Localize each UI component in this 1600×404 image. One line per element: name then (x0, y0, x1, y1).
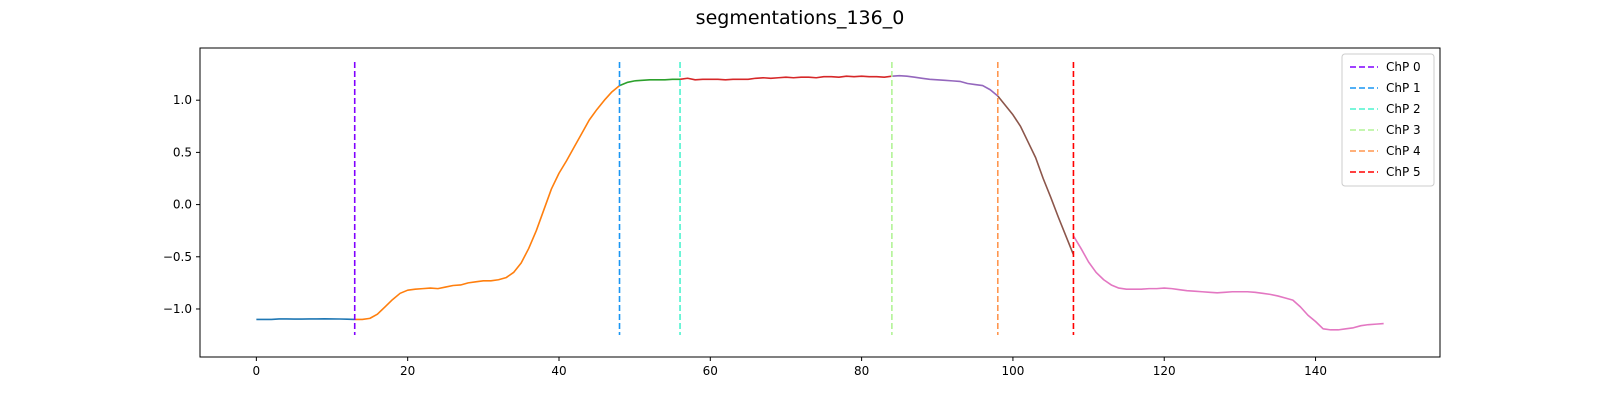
y-tick-label: 1.0 (173, 93, 192, 107)
series-line-segment-4 (891, 74, 999, 97)
x-tick-label: 20 (400, 364, 415, 378)
series-line-segment-2 (619, 78, 681, 87)
legend-label: ChP 5 (1386, 165, 1421, 179)
legend-label: ChP 2 (1386, 102, 1421, 116)
y-tick-label: −1.0 (163, 302, 192, 316)
series-line-segment-0 (256, 317, 355, 321)
x-axis: 0 20 40 60 80 100 120 140 (253, 357, 1327, 378)
series-line-segment-5 (997, 95, 1075, 255)
x-tick-label: 120 (1153, 364, 1176, 378)
x-tick-label: 80 (854, 364, 869, 378)
legend-box (1341, 53, 1435, 187)
y-tick-label: 0.0 (173, 198, 192, 212)
series-line-segment-1 (354, 84, 621, 321)
y-axis: −1.0 −0.5 0.0 0.5 1.0 (163, 93, 200, 316)
chart-title: segmentations_136_0 (696, 7, 905, 29)
plot-frame (199, 47, 1441, 358)
y-tick-label: −0.5 (163, 250, 192, 264)
legend-label: ChP 4 (1386, 144, 1421, 158)
legend-label: ChP 0 (1386, 60, 1421, 74)
legend-label: ChP 1 (1386, 81, 1421, 95)
x-tick-label: 60 (703, 364, 718, 378)
legend: ChP 0 ChP 1 ChP 2 ChP 3 ChP 4 ChP 5 (1341, 53, 1435, 187)
x-tick-label: 0 (253, 364, 261, 378)
x-tick-label: 40 (551, 364, 566, 378)
series-line-segment-3 (679, 75, 892, 81)
x-tick-label: 140 (1304, 364, 1327, 378)
legend-label: ChP 3 (1386, 123, 1421, 137)
x-tick-label: 100 (1001, 364, 1024, 378)
y-tick-label: 0.5 (173, 145, 192, 159)
series-line-segment-6 (1072, 235, 1384, 331)
